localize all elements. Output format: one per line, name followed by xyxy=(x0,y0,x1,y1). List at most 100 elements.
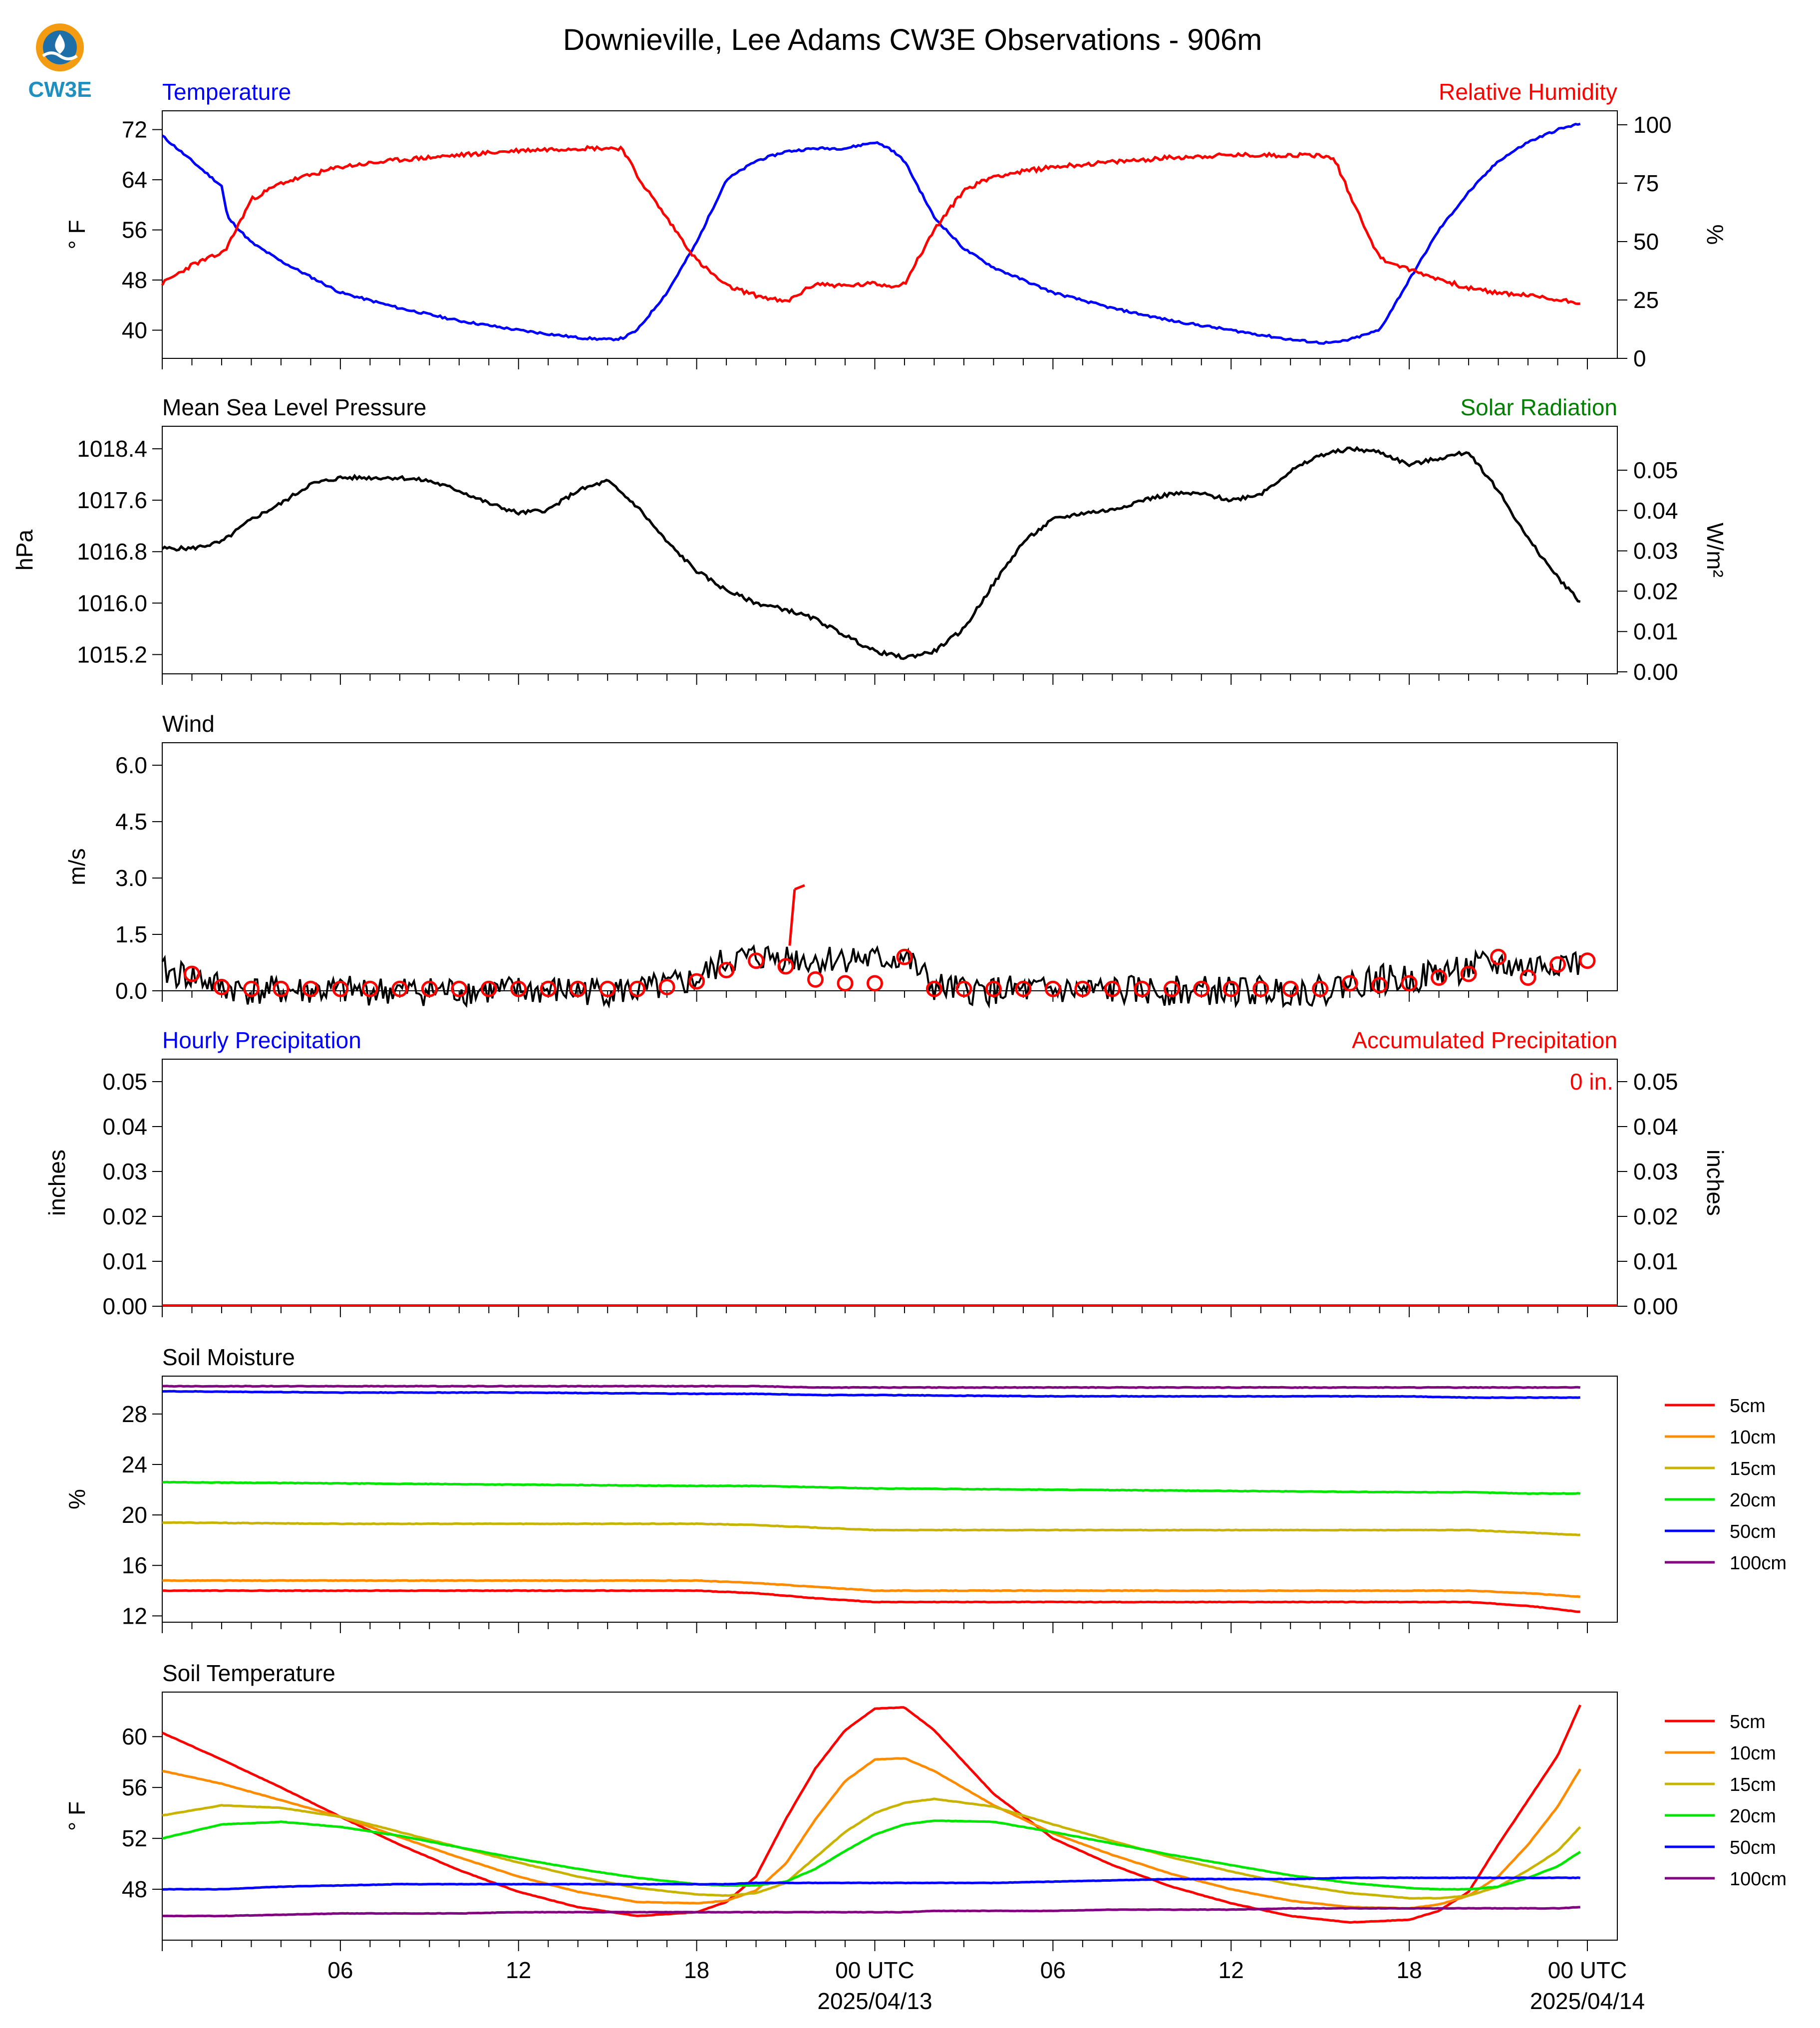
series-wind-speed xyxy=(161,944,1581,1009)
y-tick-label-left: 3.0 xyxy=(115,865,147,891)
y-axis-label-right: % xyxy=(1702,225,1728,245)
panel-title-left: Hourly Precipitation xyxy=(162,1027,361,1053)
wind-marker xyxy=(451,980,468,997)
wind-marker xyxy=(273,980,290,997)
panel-temp_rh: Temperature Relative Humidity 72 64 56 48 40 ° … xyxy=(64,79,1728,371)
accumulated-precip-label: 0 in. xyxy=(1570,1069,1613,1095)
wind-marker xyxy=(748,952,765,969)
wind-marker xyxy=(925,980,942,997)
series-15cm xyxy=(162,1797,1581,1900)
legend-label: 20cm xyxy=(1730,1806,1776,1827)
wind-marker xyxy=(629,980,646,997)
wind-marker xyxy=(837,975,854,992)
y-axis-label-left: inches xyxy=(44,1150,70,1216)
y-tick-label-right: 75 xyxy=(1633,170,1659,196)
x-tick-label: 12 xyxy=(1218,1957,1244,1983)
y-tick-label-right: 0.01 xyxy=(1633,618,1678,644)
y-tick-label-left: 0.05 xyxy=(102,1069,147,1095)
y-tick-label-left: 52 xyxy=(122,1825,147,1851)
y-tick-label-right: 0.04 xyxy=(1633,1114,1678,1140)
wind-marker xyxy=(302,980,319,997)
series-5cm xyxy=(162,1589,1580,1613)
wind-barb xyxy=(788,889,796,946)
wind-marker xyxy=(183,965,200,982)
wind-marker xyxy=(510,980,527,997)
legend: 5cm 10cm 15cm 20cm 50cm 100cm xyxy=(1665,1396,1787,1574)
y-tick-label-right: 0.02 xyxy=(1633,578,1678,604)
y-axis-label-left: % xyxy=(64,1489,90,1509)
y-tick-label-right: 0.00 xyxy=(1633,659,1678,685)
wind-marker xyxy=(599,980,616,997)
wind-marker xyxy=(985,980,1002,997)
wind-marker xyxy=(1015,980,1032,997)
panel-precip: Hourly Precipitation Accumulated Precipit… xyxy=(44,1027,1728,1319)
wind-marker xyxy=(1163,980,1180,997)
y-axis-label-left: hPa xyxy=(11,530,37,571)
series-20cm xyxy=(162,1819,1581,1891)
y-axis-label-right: W/m² xyxy=(1702,523,1728,578)
y-tick-label-left: 40 xyxy=(122,317,147,343)
y-tick-label-left: 0.00 xyxy=(102,1293,147,1319)
y-tick-label-left: 72 xyxy=(122,117,147,143)
legend-label: 5cm xyxy=(1730,1396,1766,1417)
y-tick-label-left: 1017.6 xyxy=(77,487,147,513)
figure-title: Downieville, Lee Adams CW3E Observations… xyxy=(563,23,1262,56)
wind-marker xyxy=(1549,956,1566,973)
y-tick-label-left: 6.0 xyxy=(115,752,147,778)
y-tick-label-right: 0.05 xyxy=(1633,1069,1678,1095)
x-tick-label: 18 xyxy=(1397,1957,1422,1983)
y-tick-label-left: 1018.4 xyxy=(77,436,147,462)
wind-marker xyxy=(480,980,497,997)
panel-title-left: Temperature xyxy=(162,79,291,105)
series-100cm xyxy=(162,1385,1581,1389)
y-tick-label-left: 0.0 xyxy=(115,978,147,1004)
legend-label: 10cm xyxy=(1730,1743,1776,1764)
series-10cm xyxy=(162,1579,1581,1598)
y-tick-label-left: 20 xyxy=(122,1502,147,1528)
wind-barb-flag xyxy=(794,884,805,891)
x-date-label: 2025/04/13 xyxy=(817,1988,932,2014)
panels: Temperature Relative Humidity 72 64 56 48 40 ° … xyxy=(11,79,1787,2014)
wind-marker xyxy=(807,971,824,988)
wind-marker xyxy=(243,980,260,997)
wind-marker xyxy=(421,980,438,997)
legend-label: 50cm xyxy=(1730,1521,1776,1542)
panel-title-left: Soil Moisture xyxy=(162,1344,295,1370)
y-tick-label-left: 16 xyxy=(122,1552,147,1578)
wind-marker xyxy=(1460,965,1477,982)
panel-pressure_solar: Mean Sea Level Pressure Solar Radiation 10… xyxy=(11,394,1728,685)
wind-marker xyxy=(332,980,349,997)
y-axis-label-left: ° F xyxy=(64,1801,90,1831)
axes-frame xyxy=(162,426,1618,674)
panel-wind: Wind 6.0 4.5 3.0 1.5 0.0 m/s xyxy=(64,711,1618,1009)
panel-title-right: Solar Radiation xyxy=(1460,394,1617,420)
y-tick-label-right: 100 xyxy=(1633,112,1672,138)
x-tick-label: 06 xyxy=(1040,1957,1066,1983)
y-tick-label-left: 48 xyxy=(122,267,147,293)
y-axis-label-left: m/s xyxy=(64,848,90,885)
y-tick-label-left: 4.5 xyxy=(115,809,147,835)
wind-marker xyxy=(1104,980,1121,997)
wind-marker xyxy=(1579,952,1596,969)
x-tick-label: 00 UTC xyxy=(835,1957,914,1983)
wind-marker xyxy=(1519,969,1536,986)
y-tick-label-right: 0.02 xyxy=(1633,1203,1678,1229)
wind-marker xyxy=(1134,980,1151,997)
y-tick-label-left: 64 xyxy=(122,167,147,193)
panel-title-right: Relative Humidity xyxy=(1439,79,1617,105)
panel-title-right: Accumulated Precipitation xyxy=(1352,1027,1617,1053)
x-tick-label: 18 xyxy=(684,1957,709,1983)
legend-label: 5cm xyxy=(1730,1712,1766,1733)
y-tick-label-left: 0.02 xyxy=(102,1203,147,1229)
wind-marker xyxy=(1490,948,1507,965)
x-tick-label: 00 UTC xyxy=(1548,1957,1627,1983)
wind-marker xyxy=(1282,980,1299,997)
series-20cm xyxy=(162,1480,1580,1495)
wind-marker xyxy=(1074,980,1091,997)
y-tick-label-right: 0 xyxy=(1633,345,1646,371)
y-tick-label-right: 50 xyxy=(1633,229,1659,255)
y-tick-label-right: 0.03 xyxy=(1633,538,1678,564)
x-tick-label: 06 xyxy=(327,1957,353,1983)
legend-label: 20cm xyxy=(1730,1490,1776,1511)
